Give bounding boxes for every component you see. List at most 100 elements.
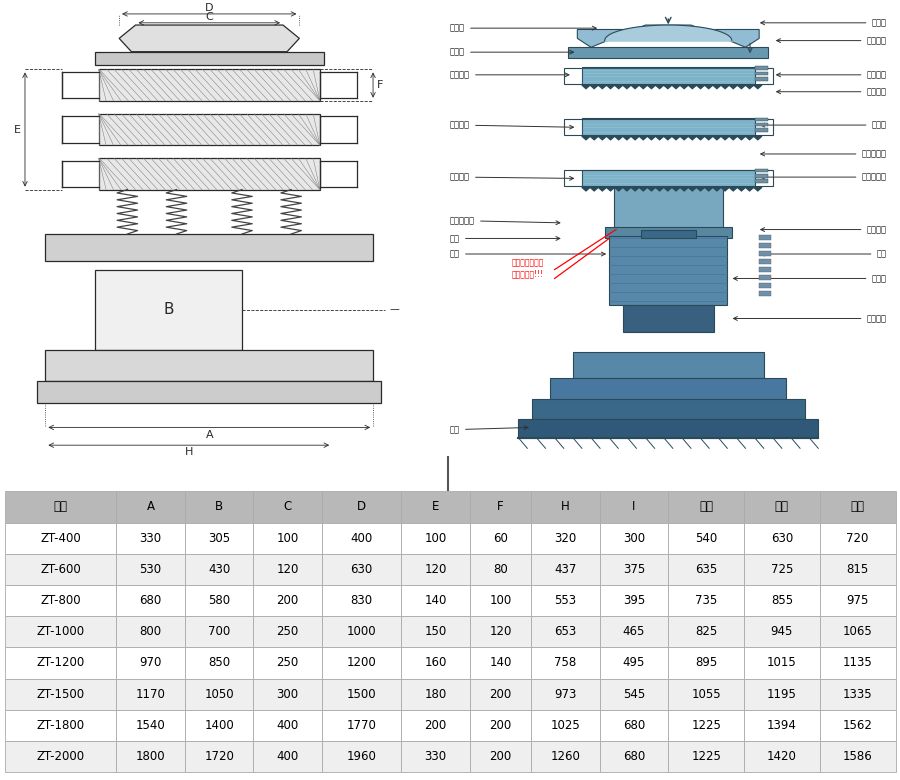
FancyBboxPatch shape xyxy=(254,585,322,616)
Text: 底部框架: 底部框架 xyxy=(450,172,573,182)
FancyBboxPatch shape xyxy=(45,234,374,261)
FancyBboxPatch shape xyxy=(760,259,770,264)
FancyBboxPatch shape xyxy=(754,77,769,80)
Text: 395: 395 xyxy=(623,594,645,607)
Polygon shape xyxy=(623,136,631,140)
Text: 1195: 1195 xyxy=(767,688,796,700)
Polygon shape xyxy=(688,85,697,89)
FancyBboxPatch shape xyxy=(605,227,732,239)
Polygon shape xyxy=(623,85,631,89)
FancyBboxPatch shape xyxy=(609,236,727,305)
FancyBboxPatch shape xyxy=(116,523,184,554)
Text: 束环: 束环 xyxy=(450,234,560,243)
Text: E: E xyxy=(14,125,21,134)
FancyBboxPatch shape xyxy=(322,647,401,679)
Text: B: B xyxy=(163,302,174,317)
Polygon shape xyxy=(607,85,615,89)
Text: 300: 300 xyxy=(623,532,645,544)
Text: 60: 60 xyxy=(493,532,508,544)
Text: 815: 815 xyxy=(847,563,868,576)
Polygon shape xyxy=(688,136,697,140)
FancyBboxPatch shape xyxy=(254,741,322,772)
FancyBboxPatch shape xyxy=(401,679,470,710)
Polygon shape xyxy=(655,187,663,191)
Polygon shape xyxy=(655,136,663,140)
Polygon shape xyxy=(672,136,680,140)
Text: D: D xyxy=(357,501,366,513)
Text: 635: 635 xyxy=(695,563,717,576)
Polygon shape xyxy=(582,85,590,89)
FancyBboxPatch shape xyxy=(820,491,896,523)
Text: 330: 330 xyxy=(425,750,446,763)
FancyBboxPatch shape xyxy=(254,616,322,647)
FancyBboxPatch shape xyxy=(531,710,599,741)
FancyBboxPatch shape xyxy=(744,741,820,772)
FancyBboxPatch shape xyxy=(754,128,769,132)
FancyBboxPatch shape xyxy=(184,523,254,554)
FancyBboxPatch shape xyxy=(4,679,116,710)
Text: ZT-1200: ZT-1200 xyxy=(36,657,85,669)
Text: 855: 855 xyxy=(770,594,793,607)
Polygon shape xyxy=(745,136,753,140)
Polygon shape xyxy=(729,136,737,140)
Polygon shape xyxy=(639,136,647,140)
Text: A: A xyxy=(205,430,213,440)
FancyBboxPatch shape xyxy=(470,741,531,772)
FancyBboxPatch shape xyxy=(820,741,896,772)
FancyBboxPatch shape xyxy=(254,523,322,554)
Text: 底座: 底座 xyxy=(450,425,528,434)
Polygon shape xyxy=(615,85,623,89)
Polygon shape xyxy=(729,187,737,191)
Text: F: F xyxy=(377,80,383,90)
FancyBboxPatch shape xyxy=(668,523,744,554)
FancyBboxPatch shape xyxy=(754,168,769,172)
FancyBboxPatch shape xyxy=(184,741,254,772)
Text: 330: 330 xyxy=(140,532,162,544)
Polygon shape xyxy=(590,187,598,191)
Polygon shape xyxy=(598,85,607,89)
Text: 975: 975 xyxy=(846,594,868,607)
FancyBboxPatch shape xyxy=(184,647,254,679)
Text: 200: 200 xyxy=(490,688,511,700)
Text: 140: 140 xyxy=(490,657,512,669)
FancyBboxPatch shape xyxy=(254,679,322,710)
FancyBboxPatch shape xyxy=(599,710,668,741)
Polygon shape xyxy=(607,187,615,191)
Text: 580: 580 xyxy=(208,594,230,607)
FancyBboxPatch shape xyxy=(668,585,744,616)
FancyBboxPatch shape xyxy=(184,679,254,710)
Polygon shape xyxy=(647,187,655,191)
Text: 140: 140 xyxy=(425,594,446,607)
Text: 弹簧: 弹簧 xyxy=(450,250,606,258)
FancyBboxPatch shape xyxy=(744,523,820,554)
FancyBboxPatch shape xyxy=(116,679,184,710)
FancyBboxPatch shape xyxy=(470,523,531,554)
Text: DENTAL MECHANICAL: DENTAL MECHANICAL xyxy=(352,622,548,641)
Polygon shape xyxy=(623,187,631,191)
FancyBboxPatch shape xyxy=(99,158,320,190)
Text: 1720: 1720 xyxy=(204,750,234,763)
FancyBboxPatch shape xyxy=(322,679,401,710)
Text: 825: 825 xyxy=(695,626,717,638)
Text: 465: 465 xyxy=(623,626,645,638)
Polygon shape xyxy=(721,85,729,89)
FancyBboxPatch shape xyxy=(4,647,116,679)
Polygon shape xyxy=(713,85,721,89)
FancyBboxPatch shape xyxy=(641,229,696,239)
Text: 1960: 1960 xyxy=(346,750,376,763)
FancyBboxPatch shape xyxy=(820,616,896,647)
FancyBboxPatch shape xyxy=(94,270,242,349)
FancyBboxPatch shape xyxy=(820,554,896,585)
FancyBboxPatch shape xyxy=(572,352,764,378)
FancyBboxPatch shape xyxy=(470,554,531,585)
FancyBboxPatch shape xyxy=(532,399,805,419)
Polygon shape xyxy=(615,136,623,140)
FancyBboxPatch shape xyxy=(599,554,668,585)
FancyBboxPatch shape xyxy=(322,741,401,772)
FancyBboxPatch shape xyxy=(531,523,599,554)
Text: 1540: 1540 xyxy=(136,719,166,732)
FancyBboxPatch shape xyxy=(568,48,769,58)
FancyBboxPatch shape xyxy=(401,491,470,523)
Text: 120: 120 xyxy=(425,563,446,576)
Polygon shape xyxy=(737,136,745,140)
